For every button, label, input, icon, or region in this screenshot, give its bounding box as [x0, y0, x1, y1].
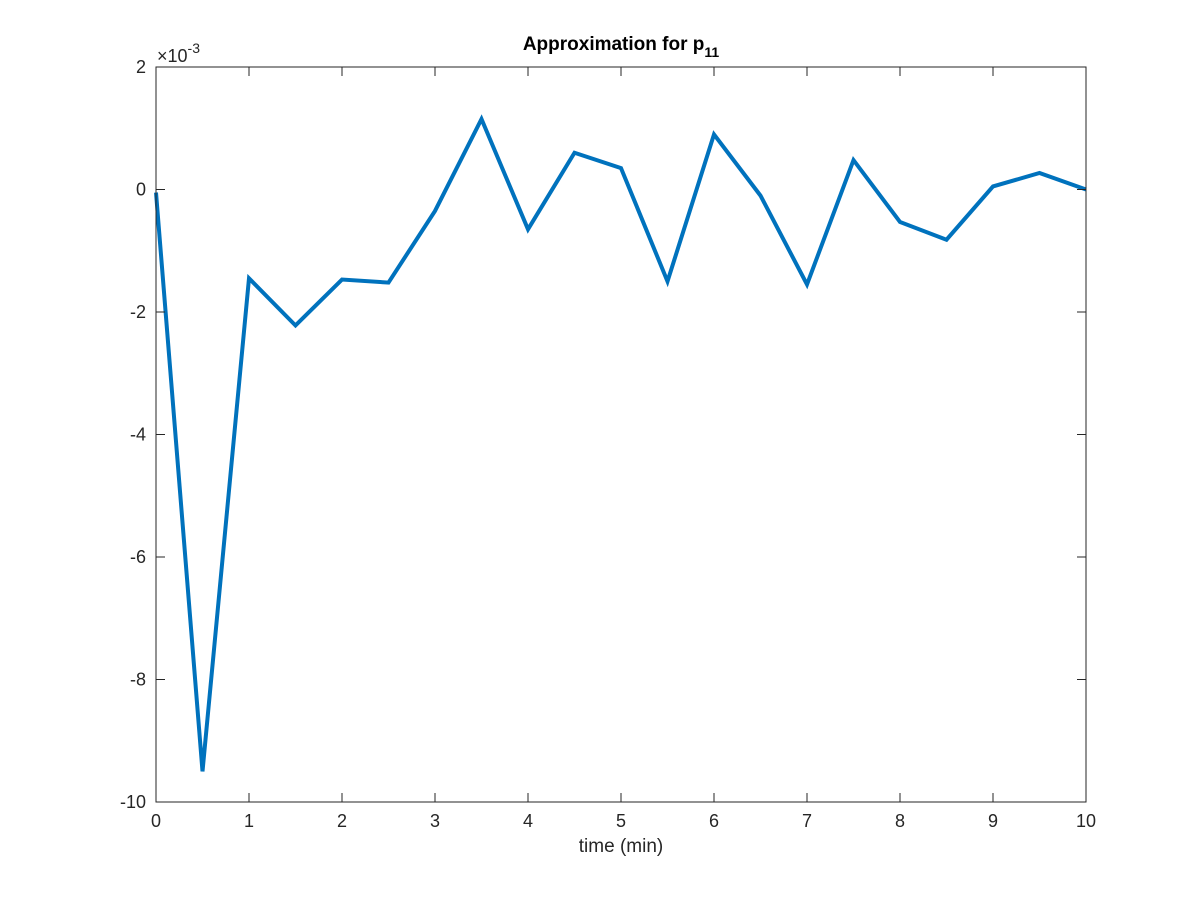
y-exponent-power: -3	[188, 40, 201, 56]
x-tick-label: 4	[523, 811, 533, 831]
x-axis-label: time (min)	[579, 836, 663, 857]
chart-title: Approximation for p11	[523, 34, 720, 60]
y-exponent-base: ×10	[157, 46, 188, 66]
y-tick-label: -2	[130, 302, 146, 322]
y-exponent-label: ×10-3	[157, 40, 200, 66]
x-tick-label: 7	[802, 811, 812, 831]
x-tick-label: 8	[895, 811, 905, 831]
y-tick-label: -8	[130, 670, 146, 690]
y-tick-label: -4	[130, 425, 146, 445]
chart-title-main: Approximation for p	[523, 34, 705, 55]
x-tick-label: 9	[988, 811, 998, 831]
y-tick-label: 2	[136, 57, 146, 77]
x-tick-label: 10	[1076, 811, 1096, 831]
x-tick-label: 1	[244, 811, 254, 831]
x-tick-label: 2	[337, 811, 347, 831]
x-tick-label: 5	[616, 811, 626, 831]
y-tick-label: -10	[120, 792, 146, 812]
x-tick-label: 0	[151, 811, 161, 831]
plot-area	[156, 67, 1086, 802]
y-tick-label: -6	[130, 547, 146, 567]
y-tick-label: 0	[136, 180, 146, 200]
x-tick-label: 6	[709, 811, 719, 831]
x-tick-label: 3	[430, 811, 440, 831]
chart-title-subscript: 11	[704, 44, 719, 60]
